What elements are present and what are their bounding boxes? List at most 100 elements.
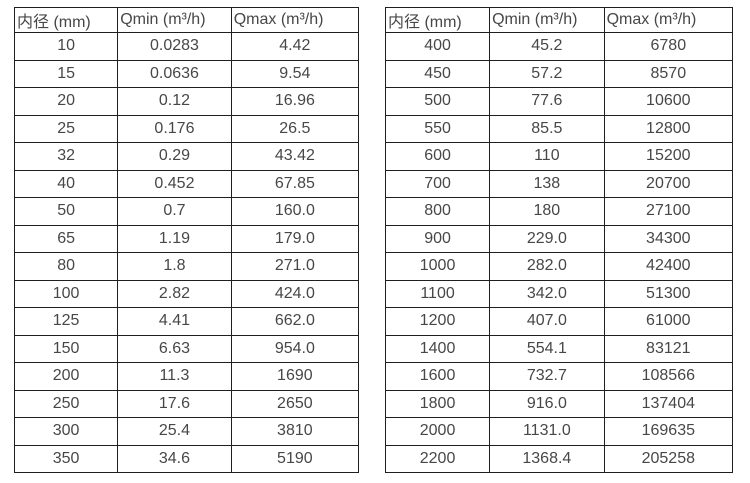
cell: 800 — [384, 197, 491, 226]
cell: 900 — [384, 224, 491, 253]
cell: 26.5 — [230, 114, 360, 143]
cell: 8570 — [603, 59, 734, 88]
cell: 0.176 — [117, 114, 232, 143]
cell: 16.96 — [230, 87, 360, 116]
table-row: 150 6.63 954.0 — [13, 334, 360, 363]
table-row: 1000 282.0 42400 — [384, 252, 734, 281]
cell: 700 — [384, 169, 491, 198]
table-row: 65 1.19 179.0 — [13, 224, 360, 253]
cell: 179.0 — [230, 224, 360, 253]
cell: 1000 — [384, 252, 491, 281]
table-row: 10 0.0283 4.42 — [13, 32, 360, 61]
cell: 600 — [384, 142, 491, 171]
column-header-qmin: Qmin (m³/h) — [117, 7, 232, 33]
cell: 1.19 — [117, 224, 232, 253]
cell: 350 — [13, 444, 119, 473]
cell: 271.0 — [230, 252, 360, 281]
cell: 180 — [489, 197, 605, 226]
cell: 3810 — [230, 417, 360, 446]
column-header-inner-diameter: 内径 (mm) — [384, 7, 491, 33]
table-row: 1800 916.0 137404 — [384, 389, 734, 418]
cell: 100 — [13, 279, 119, 308]
table-row: 1600 732.7 108566 — [384, 362, 734, 391]
table-row: 1100 342.0 51300 — [384, 279, 734, 308]
table-row: 40 0.452 67.85 — [13, 169, 360, 198]
cell: 2000 — [384, 417, 491, 446]
cell: 34300 — [603, 224, 734, 253]
cell: 125 — [13, 307, 119, 336]
cell: 32 — [13, 142, 119, 171]
table-row: 250 17.6 2650 — [13, 389, 360, 418]
table-row: 32 0.29 43.42 — [13, 142, 360, 171]
cell: 20 — [13, 87, 119, 116]
cell: 6.63 — [117, 334, 232, 363]
cell: 554.1 — [489, 334, 605, 363]
cell: 424.0 — [230, 279, 360, 308]
cell: 1368.4 — [489, 444, 605, 473]
column-header-qmax: Qmax (m³/h) — [230, 7, 360, 33]
column-header-qmax: Qmax (m³/h) — [603, 7, 734, 33]
cell: 400 — [384, 32, 491, 61]
table-row: 300 25.4 3810 — [13, 417, 360, 446]
table-row: 1400 554.1 83121 — [384, 334, 734, 363]
cell: 110 — [489, 142, 605, 171]
cell: 10600 — [603, 87, 734, 116]
cell: 1.8 — [117, 252, 232, 281]
cell: 4.41 — [117, 307, 232, 336]
cell: 108566 — [603, 362, 734, 391]
cell: 85.5 — [489, 114, 605, 143]
table-row: 125 4.41 662.0 — [13, 307, 360, 336]
cell: 2200 — [384, 444, 491, 473]
table-row: 20 0.12 16.96 — [13, 87, 360, 116]
table-row: 350 34.6 5190 — [13, 444, 360, 473]
cell: 43.42 — [230, 142, 360, 171]
cell: 15 — [13, 59, 119, 88]
cell: 300 — [13, 417, 119, 446]
table-row: 2200 1368.4 205258 — [384, 444, 734, 473]
cell: 229.0 — [489, 224, 605, 253]
cell: 27100 — [603, 197, 734, 226]
table-row: 100 2.82 424.0 — [13, 279, 360, 308]
cell: 282.0 — [489, 252, 605, 281]
cell: 57.2 — [489, 59, 605, 88]
cell: 42400 — [603, 252, 734, 281]
column-header-qmin: Qmin (m³/h) — [489, 7, 605, 33]
table-row: 550 85.5 12800 — [384, 114, 734, 143]
table-row: 80 1.8 271.0 — [13, 252, 360, 281]
table-row: 15 0.0636 9.54 — [13, 59, 360, 88]
cell: 12800 — [603, 114, 734, 143]
flow-rate-table-small-diameters: 内径 (mm) Qmin (m³/h) Qmax (m³/h) 10 0.0283… — [13, 7, 360, 473]
cell: 6780 — [603, 32, 734, 61]
cell: 50 — [13, 197, 119, 226]
cell: 0.29 — [117, 142, 232, 171]
cell: 10 — [13, 32, 119, 61]
table-row: 400 45.2 6780 — [384, 32, 734, 61]
cell: 0.12 — [117, 87, 232, 116]
cell: 450 — [384, 59, 491, 88]
cell: 15200 — [603, 142, 734, 171]
cell: 9.54 — [230, 59, 360, 88]
header-row: 内径 (mm) Qmin (m³/h) Qmax (m³/h) — [13, 7, 360, 33]
cell: 1200 — [384, 307, 491, 336]
column-header-inner-diameter: 内径 (mm) — [13, 7, 119, 33]
cell: 1131.0 — [489, 417, 605, 446]
table-row: 800 180 27100 — [384, 197, 734, 226]
table-row: 2000 1131.0 169635 — [384, 417, 734, 446]
cell: 205258 — [603, 444, 734, 473]
cell: 25.4 — [117, 417, 232, 446]
cell: 550 — [384, 114, 491, 143]
cell: 200 — [13, 362, 119, 391]
table-row: 700 138 20700 — [384, 169, 734, 198]
cell: 83121 — [603, 334, 734, 363]
table-row: 1200 407.0 61000 — [384, 307, 734, 336]
cell: 2.82 — [117, 279, 232, 308]
cell: 2650 — [230, 389, 360, 418]
cell: 0.0636 — [117, 59, 232, 88]
cell: 250 — [13, 389, 119, 418]
cell: 11.3 — [117, 362, 232, 391]
flow-rate-table-large-diameters: 内径 (mm) Qmin (m³/h) Qmax (m³/h) 400 45.2 6… — [384, 7, 734, 473]
cell: 1400 — [384, 334, 491, 363]
cell: 0.452 — [117, 169, 232, 198]
cell: 51300 — [603, 279, 734, 308]
